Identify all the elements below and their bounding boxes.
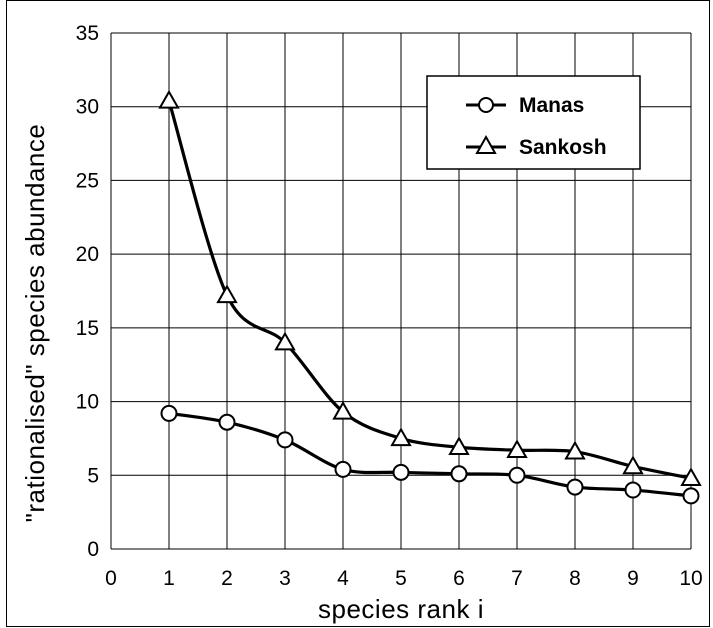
y-tick-label-10: 10 — [76, 391, 99, 414]
marker-manas-4 — [334, 460, 352, 478]
legend-label-manas: Manas — [519, 94, 584, 117]
x-tick-label-8: 8 — [569, 567, 581, 590]
x-tick-label-2: 2 — [221, 567, 233, 590]
y-tick-label-20: 20 — [76, 243, 99, 266]
marker-sankosh-4 — [332, 400, 354, 420]
y-tick-label-25: 25 — [76, 169, 99, 192]
marker-sankosh-5 — [390, 427, 412, 447]
marker-manas-10 — [682, 487, 700, 505]
marker-sankosh-2 — [216, 284, 238, 304]
marker-sankosh-1 — [158, 89, 180, 109]
x-tick-label-7: 7 — [511, 567, 523, 590]
x-tick-label-5: 5 — [395, 567, 407, 590]
marker-manas-2 — [218, 413, 236, 431]
y-tick-label-5: 5 — [87, 464, 99, 487]
y-tick-label-35: 35 — [76, 22, 99, 45]
legend-triangle-icon — [475, 134, 497, 154]
series-markers — [158, 89, 702, 505]
x-tick-label-4: 4 — [337, 567, 349, 590]
x-tick-labels: 0 1 2 3 4 5 6 7 8 9 10 — [105, 567, 703, 590]
marker-manas-6 — [450, 465, 468, 483]
legend-item-manas: Manas — [466, 94, 584, 117]
marker-manas-3 — [276, 431, 294, 449]
y-axis-label: "rationalised" species abundance — [20, 124, 50, 523]
legend-box — [426, 75, 641, 170]
x-tick-label-10: 10 — [679, 567, 702, 590]
marker-sankosh-7 — [506, 439, 528, 458]
x-axis-label: species rank i — [318, 594, 484, 624]
y-tick-label-15: 15 — [76, 317, 99, 340]
x-tick-label-6: 6 — [453, 567, 465, 590]
y-tick-label-0: 0 — [87, 538, 99, 561]
marker-manas-5 — [392, 463, 410, 481]
marker-sankosh-8 — [564, 440, 586, 460]
marker-sankosh-10 — [680, 467, 702, 486]
y-tick-label-30: 30 — [76, 96, 99, 119]
marker-manas-8 — [566, 478, 584, 496]
marker-sankosh-9 — [622, 455, 644, 475]
x-tick-label-0: 0 — [105, 567, 117, 590]
x-tick-label-3: 3 — [279, 567, 291, 590]
x-tick-label-9: 9 — [627, 567, 639, 590]
marker-manas-9 — [624, 481, 642, 499]
marker-sankosh-3 — [274, 331, 296, 351]
legend: Manas Sankosh — [426, 75, 641, 170]
y-tick-labels: 0 5 10 15 20 25 30 35 — [76, 22, 99, 561]
legend-circle-icon — [478, 97, 494, 113]
marker-manas-7 — [508, 466, 526, 484]
x-tick-label-1: 1 — [163, 567, 175, 590]
marker-manas-1 — [160, 404, 178, 422]
series-line-manas — [168, 411, 692, 498]
legend-label-sankosh: Sankosh — [519, 136, 607, 159]
legend-item-sankosh: Sankosh — [466, 134, 607, 159]
marker-sankosh-6 — [448, 436, 470, 456]
